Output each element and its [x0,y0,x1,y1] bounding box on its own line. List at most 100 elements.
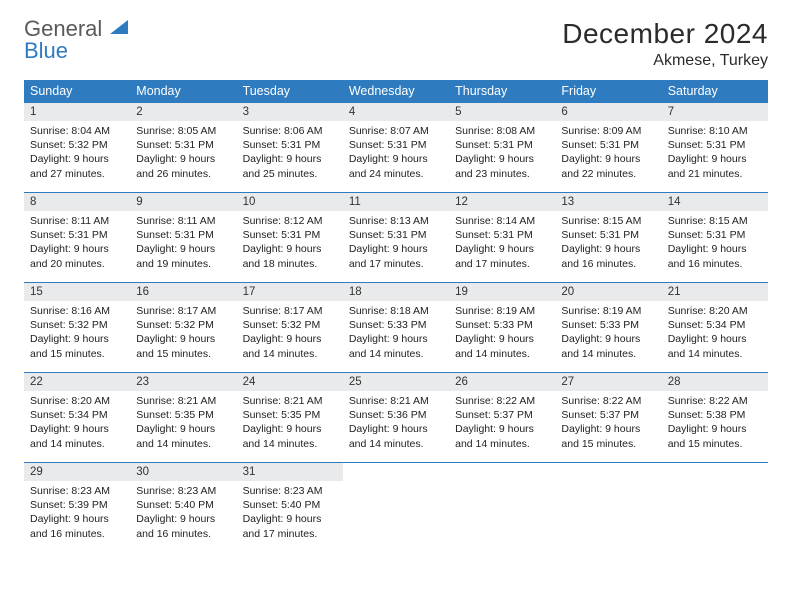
day-number: 8 [24,193,130,211]
day-header: Monday [130,80,236,103]
day-header-row: Sunday Monday Tuesday Wednesday Thursday… [24,80,768,103]
daylight-line-1: Daylight: 9 hours [136,242,230,256]
day-number: 24 [237,373,343,391]
sunset-line: Sunset: 5:35 PM [243,408,337,422]
day-details: Sunrise: 8:09 AMSunset: 5:31 PMDaylight:… [555,121,661,185]
sunrise-line: Sunrise: 8:23 AM [243,484,337,498]
daylight-line-1: Daylight: 9 hours [455,152,549,166]
calendar-cell: 28Sunrise: 8:22 AMSunset: 5:38 PMDayligh… [662,373,768,463]
day-number: 10 [237,193,343,211]
day-number: 12 [449,193,555,211]
daylight-line-1: Daylight: 9 hours [243,152,337,166]
sunset-line: Sunset: 5:32 PM [30,318,124,332]
calendar-cell: 13Sunrise: 8:15 AMSunset: 5:31 PMDayligh… [555,193,661,283]
sunset-line: Sunset: 5:33 PM [349,318,443,332]
daylight-line-1: Daylight: 9 hours [561,422,655,436]
sunrise-line: Sunrise: 8:22 AM [668,394,762,408]
calendar-cell: 16Sunrise: 8:17 AMSunset: 5:32 PMDayligh… [130,283,236,373]
calendar-week-row: 22Sunrise: 8:20 AMSunset: 5:34 PMDayligh… [24,373,768,463]
daylight-line-2: and 17 minutes. [349,257,443,271]
daylight-line-1: Daylight: 9 hours [30,152,124,166]
daylight-line-2: and 23 minutes. [455,167,549,181]
day-details: Sunrise: 8:15 AMSunset: 5:31 PMDaylight:… [555,211,661,275]
logo-triangle-icon [110,20,128,34]
day-details: Sunrise: 8:21 AMSunset: 5:35 PMDaylight:… [130,391,236,455]
daylight-line-1: Daylight: 9 hours [30,512,124,526]
day-number: 21 [662,283,768,301]
sunrise-line: Sunrise: 8:23 AM [30,484,124,498]
day-details: Sunrise: 8:23 AMSunset: 5:40 PMDaylight:… [130,481,236,545]
day-number: 2 [130,103,236,121]
calendar-cell: 7Sunrise: 8:10 AMSunset: 5:31 PMDaylight… [662,103,768,193]
daylight-line-1: Daylight: 9 hours [243,332,337,346]
day-number: 29 [24,463,130,481]
day-number: 5 [449,103,555,121]
sunrise-line: Sunrise: 8:13 AM [349,214,443,228]
day-details: Sunrise: 8:17 AMSunset: 5:32 PMDaylight:… [130,301,236,365]
calendar-cell: 25Sunrise: 8:21 AMSunset: 5:36 PMDayligh… [343,373,449,463]
sunset-line: Sunset: 5:33 PM [455,318,549,332]
day-details: Sunrise: 8:12 AMSunset: 5:31 PMDaylight:… [237,211,343,275]
calendar-week-row: 8 Sunrise: 8:11 AM Sunset: 5:31 PM Daylight… [24,193,768,283]
day-number: 30 [130,463,236,481]
daylight-line-2: and 16 minutes. [561,257,655,271]
sunset-line: Sunset: 5:37 PM [455,408,549,422]
daylight-line-2: and 14 minutes. [136,437,230,451]
sunrise-line: Sunrise: 8:11 AM [30,214,124,228]
daylight-line-1: Daylight: 9 hours [349,152,443,166]
daylight-line-2: and 17 minutes. [243,527,337,541]
sunrise-line: Sunrise: 8:22 AM [455,394,549,408]
sunset-line: Sunset: 5:40 PM [243,498,337,512]
sunset-line: Sunset: 5:32 PM [243,318,337,332]
calendar-cell: 3Sunrise: 8:06 AMSunset: 5:31 PMDaylight… [237,103,343,193]
sunrise-line: Sunrise: 8:16 AM [30,304,124,318]
daylight-line-2: and 20 minutes. [30,257,124,271]
sunrise-line: Sunrise: 8:05 AM [136,124,230,138]
day-header: Sunday [24,80,130,103]
sunrise-line: Sunrise: 8:20 AM [30,394,124,408]
day-details: Sunrise: 8:19 AMSunset: 5:33 PMDaylight:… [449,301,555,365]
sunset-line: Sunset: 5:31 PM [668,228,762,242]
daylight-line-1: Daylight: 9 hours [668,422,762,436]
day-details: Sunrise: 8:21 AMSunset: 5:35 PMDaylight:… [237,391,343,455]
daylight-line-1: Daylight: 9 hours [561,152,655,166]
daylight-line-1: Daylight: 9 hours [349,242,443,256]
calendar-cell [449,463,555,553]
day-number: 7 [662,103,768,121]
sunset-line: Sunset: 5:36 PM [349,408,443,422]
daylight-line-2: and 16 minutes. [30,527,124,541]
sunrise-line: Sunrise: 8:21 AM [136,394,230,408]
daylight-line-1: Daylight: 9 hours [561,332,655,346]
sunset-line: Sunset: 5:31 PM [136,138,230,152]
daylight-line-2: and 22 minutes. [561,167,655,181]
daylight-line-2: and 18 minutes. [243,257,337,271]
daylight-line-2: and 24 minutes. [349,167,443,181]
daylight-line-2: and 15 minutes. [561,437,655,451]
sunrise-line: Sunrise: 8:06 AM [243,124,337,138]
calendar-cell: 17Sunrise: 8:17 AMSunset: 5:32 PMDayligh… [237,283,343,373]
day-number: 20 [555,283,661,301]
calendar-cell: 30Sunrise: 8:23 AMSunset: 5:40 PMDayligh… [130,463,236,553]
calendar-week-row: 15Sunrise: 8:16 AMSunset: 5:32 PMDayligh… [24,283,768,373]
daylight-line-2: and 14 minutes. [561,347,655,361]
calendar-cell: 15Sunrise: 8:16 AMSunset: 5:32 PMDayligh… [24,283,130,373]
day-details: Sunrise: 8:17 AMSunset: 5:32 PMDaylight:… [237,301,343,365]
sunset-line: Sunset: 5:33 PM [561,318,655,332]
daylight-line-2: and 15 minutes. [668,437,762,451]
calendar-cell: 23Sunrise: 8:21 AMSunset: 5:35 PMDayligh… [130,373,236,463]
daylight-line-2: and 26 minutes. [136,167,230,181]
daylight-line-2: and 14 minutes. [243,347,337,361]
sunset-line: Sunset: 5:31 PM [455,228,549,242]
daylight-line-1: Daylight: 9 hours [136,332,230,346]
daylight-line-2: and 21 minutes. [668,167,762,181]
calendar-cell: 9Sunrise: 8:11 AMSunset: 5:31 PMDaylight… [130,193,236,283]
sunset-line: Sunset: 5:37 PM [561,408,655,422]
calendar-cell: 14Sunrise: 8:15 AMSunset: 5:31 PMDayligh… [662,193,768,283]
calendar-week-row: 29Sunrise: 8:23 AMSunset: 5:39 PMDayligh… [24,463,768,553]
month-title: December 2024 [562,18,768,50]
daylight-line-2: and 19 minutes. [136,257,230,271]
calendar-cell: 29Sunrise: 8:23 AMSunset: 5:39 PMDayligh… [24,463,130,553]
daylight-line-2: and 14 minutes. [349,437,443,451]
sunset-line: Sunset: 5:38 PM [668,408,762,422]
day-header: Tuesday [237,80,343,103]
